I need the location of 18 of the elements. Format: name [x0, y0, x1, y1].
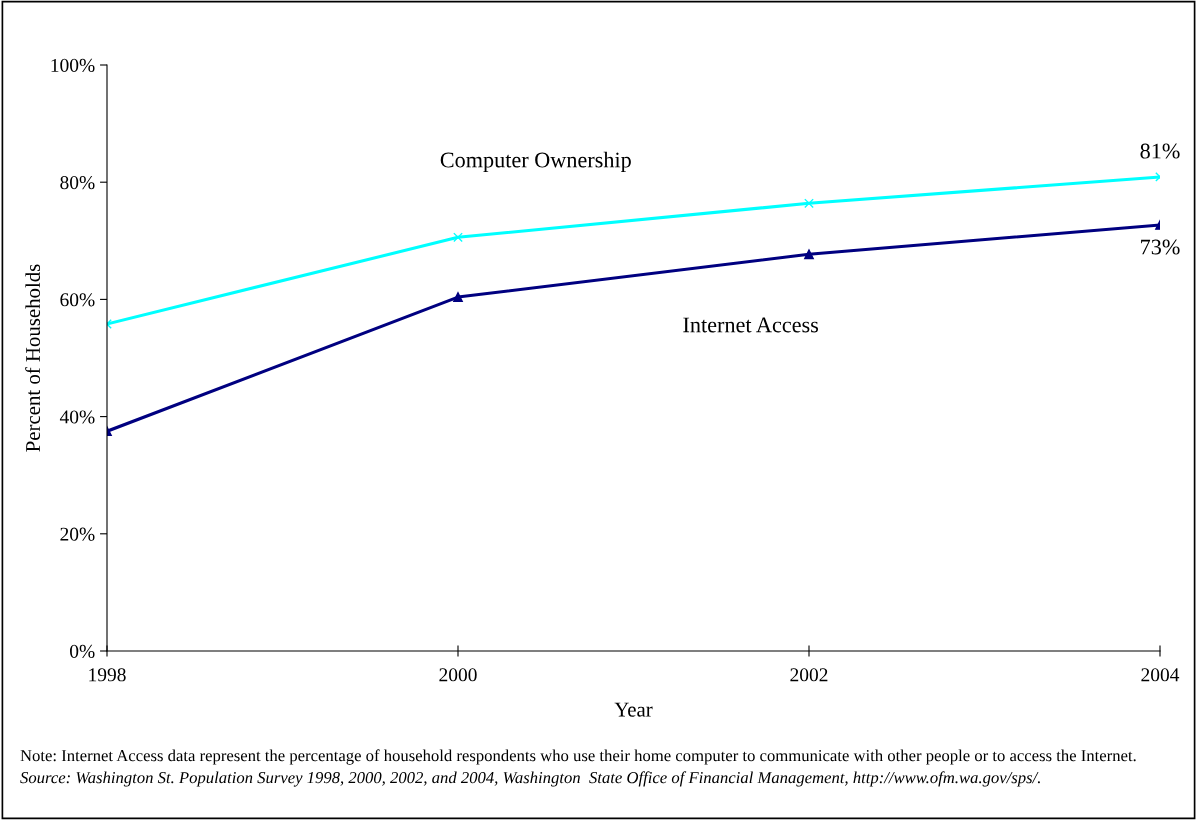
- x-tick-label: 1998: [89, 668, 126, 682]
- source-note: Source: Washington St. Population Survey 1998, 2000, 2002, and 2004, Washington State Office of Financial Management, http://www.ofm.wa.gov/sps/.: [20, 771, 1040, 787]
- y-tick-label: 40%: [59, 410, 95, 424]
- x-tick-label: 2000: [439, 668, 477, 682]
- text: Internet Access: [683, 317, 819, 333]
- x-axis-title: Year: [614, 702, 653, 717]
- y-tick-label: 80%: [60, 176, 95, 190]
- y-tick-label: 20%: [60, 527, 95, 541]
- x-tick-label: 2002: [790, 668, 828, 682]
- x-tick-label: 2004: [1141, 668, 1180, 682]
- data-label: 81%: [1140, 143, 1180, 159]
- text: Computer Ownership: [440, 151, 631, 173]
- y-tick-label: 60%: [60, 293, 95, 307]
- text: Note: Internet Access data represent the percentage of household respondents who use their home computer to communicate with other people or to access the Internet.: [20, 749, 1136, 765]
- y-axis-title: Percent of Households: [25, 264, 41, 452]
- data-label: 73%: [1141, 239, 1180, 255]
- y-tick-label: 100%: [51, 58, 95, 72]
- y-tick-label: 0%: [70, 644, 95, 658]
